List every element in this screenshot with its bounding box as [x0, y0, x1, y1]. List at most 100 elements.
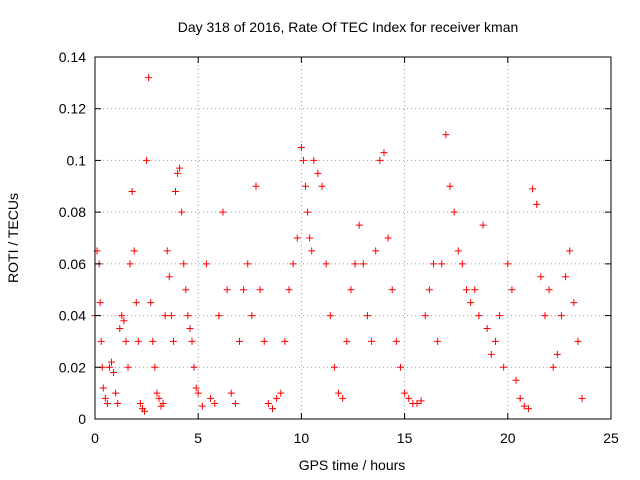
data-point — [151, 363, 159, 371]
y-tick-label: 0.1 — [67, 152, 87, 168]
data-point — [165, 273, 173, 281]
data-point — [504, 260, 512, 268]
data-point — [545, 286, 553, 294]
data-point — [553, 350, 561, 358]
data-point — [429, 260, 437, 268]
data-point — [322, 260, 330, 268]
data-point — [471, 286, 479, 294]
data-point — [392, 337, 400, 345]
grid — [95, 57, 611, 419]
data-point — [180, 260, 188, 268]
y-tick-label: 0.08 — [59, 204, 86, 220]
data-point — [153, 389, 161, 397]
data-point — [384, 234, 392, 242]
y-axis-label: ROTI / TECUs — [5, 193, 21, 283]
data-point — [520, 402, 528, 410]
y-tick-label: 0 — [78, 411, 86, 427]
chart-title: Day 318 of 2016, Rate Of TEC Index for r… — [178, 19, 519, 35]
data-point — [184, 312, 192, 320]
data-point — [219, 208, 227, 216]
y-tick-label: 0.02 — [59, 359, 86, 375]
data-point — [202, 260, 210, 268]
data-point — [264, 399, 272, 407]
data-point — [306, 234, 314, 242]
data-point — [96, 299, 104, 307]
data-point — [446, 182, 454, 190]
data-point — [421, 312, 429, 320]
data-point — [388, 286, 396, 294]
data-point — [182, 286, 190, 294]
data-point — [314, 169, 322, 177]
data-point — [215, 312, 223, 320]
data-point — [103, 399, 111, 407]
data-point — [112, 389, 120, 397]
data-point — [159, 399, 167, 407]
data-point — [289, 260, 297, 268]
data-point — [231, 399, 239, 407]
data-point — [396, 363, 404, 371]
data-point — [171, 187, 179, 195]
tick-labels: 0 5 10 15 20 25 0 0.02 0.04 0.06 0.08 0.1 0.12 0.14 — [59, 49, 619, 446]
data-point — [578, 394, 586, 402]
data-point — [126, 260, 134, 268]
data-point — [363, 312, 371, 320]
data-point — [161, 312, 169, 320]
data-point — [339, 394, 347, 402]
data-point — [297, 144, 305, 151]
y-tick-label: 0.14 — [59, 49, 86, 65]
data-point — [235, 337, 243, 345]
data-point — [343, 337, 351, 345]
data-point — [163, 247, 171, 255]
data-point — [335, 389, 343, 397]
data-point — [198, 402, 206, 410]
data-point — [105, 363, 113, 371]
data-point — [155, 394, 163, 402]
data-point — [176, 164, 184, 172]
data-point — [549, 363, 557, 371]
data-point — [380, 149, 388, 157]
data-point — [108, 358, 116, 366]
data-point — [533, 200, 541, 208]
data-point — [330, 363, 338, 371]
data-point — [277, 389, 285, 397]
data-point — [128, 187, 136, 195]
data-point — [256, 286, 264, 294]
data-point — [244, 260, 252, 268]
data-point — [132, 299, 140, 307]
data-point — [483, 325, 491, 332]
data-point — [124, 363, 132, 371]
x-tick-label: 5 — [194, 430, 202, 446]
y-tick-label: 0.04 — [59, 308, 86, 324]
data-point — [347, 286, 355, 294]
data-point — [524, 405, 532, 413]
data-point — [458, 260, 466, 268]
data-point — [192, 384, 200, 392]
data-point — [376, 156, 384, 164]
data-point — [425, 286, 433, 294]
data-point — [122, 337, 130, 345]
data-point — [562, 273, 570, 281]
data-point — [463, 286, 471, 294]
data-point — [450, 208, 458, 216]
data-points — [91, 74, 586, 415]
data-point — [293, 234, 301, 242]
x-axis-label: GPS time / hours — [299, 457, 406, 473]
data-point — [227, 389, 235, 397]
data-point — [355, 221, 363, 229]
data-point — [101, 394, 109, 402]
data-point — [557, 312, 565, 320]
data-point — [194, 389, 202, 397]
data-point — [120, 317, 128, 325]
data-point — [500, 363, 508, 371]
data-point — [326, 312, 334, 320]
data-point — [405, 394, 413, 402]
data-point — [178, 208, 186, 216]
data-point — [240, 286, 248, 294]
data-point — [248, 312, 256, 320]
y-tick-label: 0.06 — [59, 256, 86, 272]
data-point — [351, 260, 359, 268]
data-point — [454, 247, 462, 255]
data-point — [97, 337, 105, 345]
data-point — [169, 337, 177, 345]
